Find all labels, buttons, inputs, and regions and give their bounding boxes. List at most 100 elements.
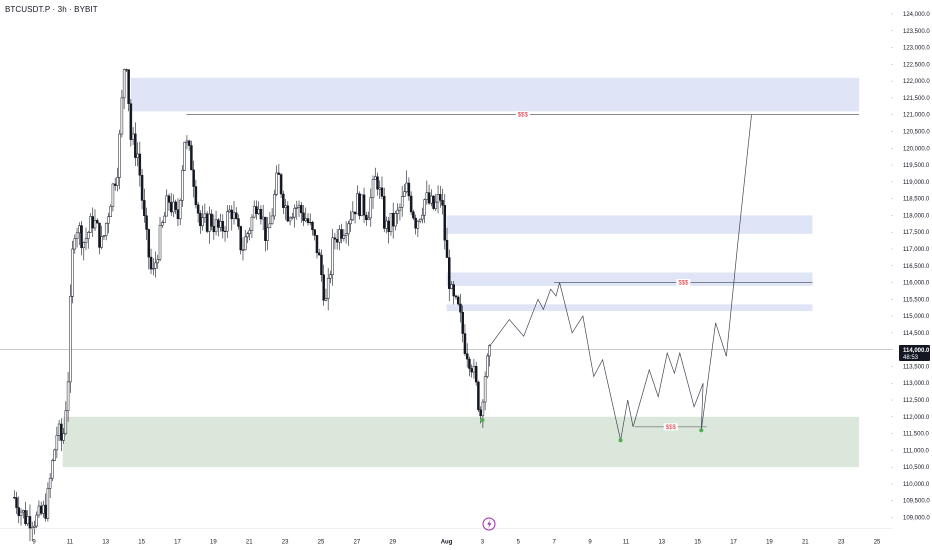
candle-body: [488, 345, 491, 357]
bar-countdown-label: 48:53: [903, 355, 919, 361]
y-tick-label: 118,000.0: [903, 213, 930, 219]
candle-body: [129, 103, 133, 140]
x-tick-label: 17: [730, 540, 737, 546]
candle-body: [19, 511, 23, 516]
candle-body: [344, 233, 348, 236]
candle-body: [306, 218, 310, 223]
candle-body: [398, 206, 402, 211]
candle-body: [127, 69, 130, 104]
candle-body: [80, 225, 83, 249]
candle-body: [400, 196, 404, 208]
candle-body: [232, 212, 236, 220]
candle-body: [102, 235, 106, 237]
candle-body: [382, 196, 386, 229]
candle-body: [308, 221, 312, 224]
candle-body: [441, 200, 444, 206]
candle-body: [427, 192, 431, 204]
candle-body: [176, 209, 180, 220]
price-axis[interactable]: 109,000.0 109,500.0 110,000.0 110,500.0 111,…: [891, 12, 930, 522]
x-tick-label: 21: [246, 540, 253, 546]
price-zone: [130, 77, 860, 112]
candle-body: [165, 195, 168, 217]
lightning-icon[interactable]: [482, 517, 496, 531]
x-tick-label: 17: [174, 540, 181, 546]
x-tick-label: 19: [210, 540, 217, 546]
candle-body: [234, 212, 238, 219]
candle-body: [358, 193, 361, 217]
x-tick-label: 3: [481, 540, 485, 546]
candle-body: [113, 183, 117, 186]
candle-body: [24, 510, 27, 525]
swing-marker: [699, 428, 704, 433]
candle-body: [360, 194, 364, 217]
candle-body: [201, 217, 204, 227]
candle-body: [362, 194, 366, 216]
candle-body: [107, 216, 110, 224]
candle-body: [322, 274, 325, 301]
candle-body: [120, 97, 124, 135]
time-axis[interactable]: 9 11 13 15 17 19 21 23 25 27 29 Aug 3 5 7 9 11 13 15 17 19 21…: [0, 528, 893, 546]
candle-body: [380, 187, 384, 197]
candle-body: [277, 172, 281, 175]
candle-body: [311, 221, 314, 231]
y-tick-label: 121,000.0: [903, 113, 930, 119]
candle-body: [239, 226, 242, 251]
candle-body: [414, 217, 417, 229]
candle-body: [199, 213, 202, 227]
candle-body: [257, 209, 260, 214]
interval-label: 3h: [57, 5, 67, 14]
candle-body: [208, 213, 211, 232]
candle-body: [109, 206, 112, 217]
candle-body: [261, 216, 265, 220]
candle-body: [13, 497, 16, 499]
y-tick-label: 109,500.0: [903, 499, 930, 505]
price-zone: [446, 215, 813, 234]
x-tick-label: 13: [658, 540, 665, 546]
candle-body: [454, 295, 458, 298]
candle-body: [95, 220, 99, 224]
candle-body: [100, 236, 103, 248]
candle-body: [163, 215, 166, 223]
candle-body: [82, 242, 86, 249]
x-tick-label: 9: [588, 540, 592, 546]
x-tick-label: 9: [32, 540, 36, 546]
candle-body: [152, 268, 155, 270]
candle-body: [91, 216, 94, 229]
candle-body: [448, 257, 451, 289]
candle-body: [228, 209, 231, 213]
y-tick-label: 113,500.0: [903, 364, 930, 370]
candle-body: [479, 409, 482, 417]
candle-body: [167, 195, 171, 203]
candle-body: [187, 140, 191, 146]
candle-body: [293, 208, 296, 218]
x-tick-label: 23: [838, 540, 845, 546]
y-tick-label: 119,500.0: [903, 163, 930, 169]
candle-body: [275, 172, 278, 195]
candle-body: [87, 232, 90, 239]
candle-body: [374, 176, 377, 180]
liquidity-label-bg: [676, 279, 691, 287]
header-separator: ·: [66, 5, 75, 14]
candle-body: [405, 182, 408, 192]
candle-body: [48, 477, 52, 489]
chart-symbol-header[interactable]: BTCUSDT.P · 3h · BYBIT: [5, 5, 98, 14]
candle-body: [470, 368, 473, 373]
candle-body: [243, 236, 247, 251]
candle-body: [42, 504, 45, 514]
candle-body: [329, 274, 332, 279]
candle-body: [326, 278, 330, 299]
candle-body: [64, 410, 68, 434]
y-tick-label: 110,500.0: [903, 465, 930, 471]
candle-body: [353, 211, 357, 215]
candle-body: [356, 193, 359, 215]
symbol-label: BTCUSDT.P: [5, 5, 51, 14]
candle-body: [223, 230, 227, 233]
y-tick-label: 117,000.0: [903, 247, 930, 253]
candle-body: [221, 221, 225, 232]
candle-body: [60, 423, 63, 441]
candle-body: [477, 381, 480, 410]
candle-body: [183, 141, 186, 171]
x-tick-label: 15: [694, 540, 701, 546]
x-tick-label: 21: [802, 540, 809, 546]
